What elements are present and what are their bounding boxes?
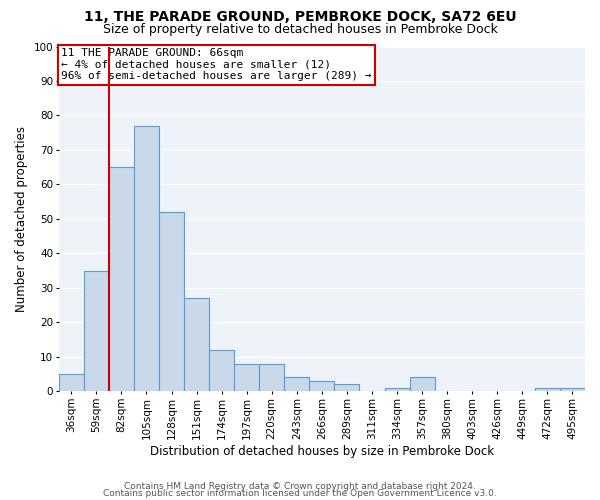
Y-axis label: Number of detached properties: Number of detached properties bbox=[15, 126, 28, 312]
Bar bbox=[84, 270, 109, 392]
Bar bbox=[59, 374, 84, 392]
Bar bbox=[209, 350, 234, 392]
Text: 11, THE PARADE GROUND, PEMBROKE DOCK, SA72 6EU: 11, THE PARADE GROUND, PEMBROKE DOCK, SA… bbox=[83, 10, 517, 24]
Bar bbox=[560, 388, 585, 392]
Bar bbox=[109, 167, 134, 392]
Bar bbox=[134, 126, 159, 392]
Bar bbox=[284, 378, 310, 392]
Bar bbox=[159, 212, 184, 392]
Text: Contains HM Land Registry data © Crown copyright and database right 2024.: Contains HM Land Registry data © Crown c… bbox=[124, 482, 476, 491]
Bar bbox=[234, 364, 259, 392]
Bar bbox=[385, 388, 410, 392]
Bar bbox=[410, 378, 434, 392]
Text: Size of property relative to detached houses in Pembroke Dock: Size of property relative to detached ho… bbox=[103, 22, 497, 36]
Bar bbox=[184, 298, 209, 392]
Text: Contains public sector information licensed under the Open Government Licence v3: Contains public sector information licen… bbox=[103, 488, 497, 498]
Bar bbox=[334, 384, 359, 392]
Bar bbox=[310, 381, 334, 392]
Bar bbox=[259, 364, 284, 392]
Bar bbox=[535, 388, 560, 392]
X-axis label: Distribution of detached houses by size in Pembroke Dock: Distribution of detached houses by size … bbox=[150, 444, 494, 458]
Text: 11 THE PARADE GROUND: 66sqm
← 4% of detached houses are smaller (12)
96% of semi: 11 THE PARADE GROUND: 66sqm ← 4% of deta… bbox=[61, 48, 372, 82]
